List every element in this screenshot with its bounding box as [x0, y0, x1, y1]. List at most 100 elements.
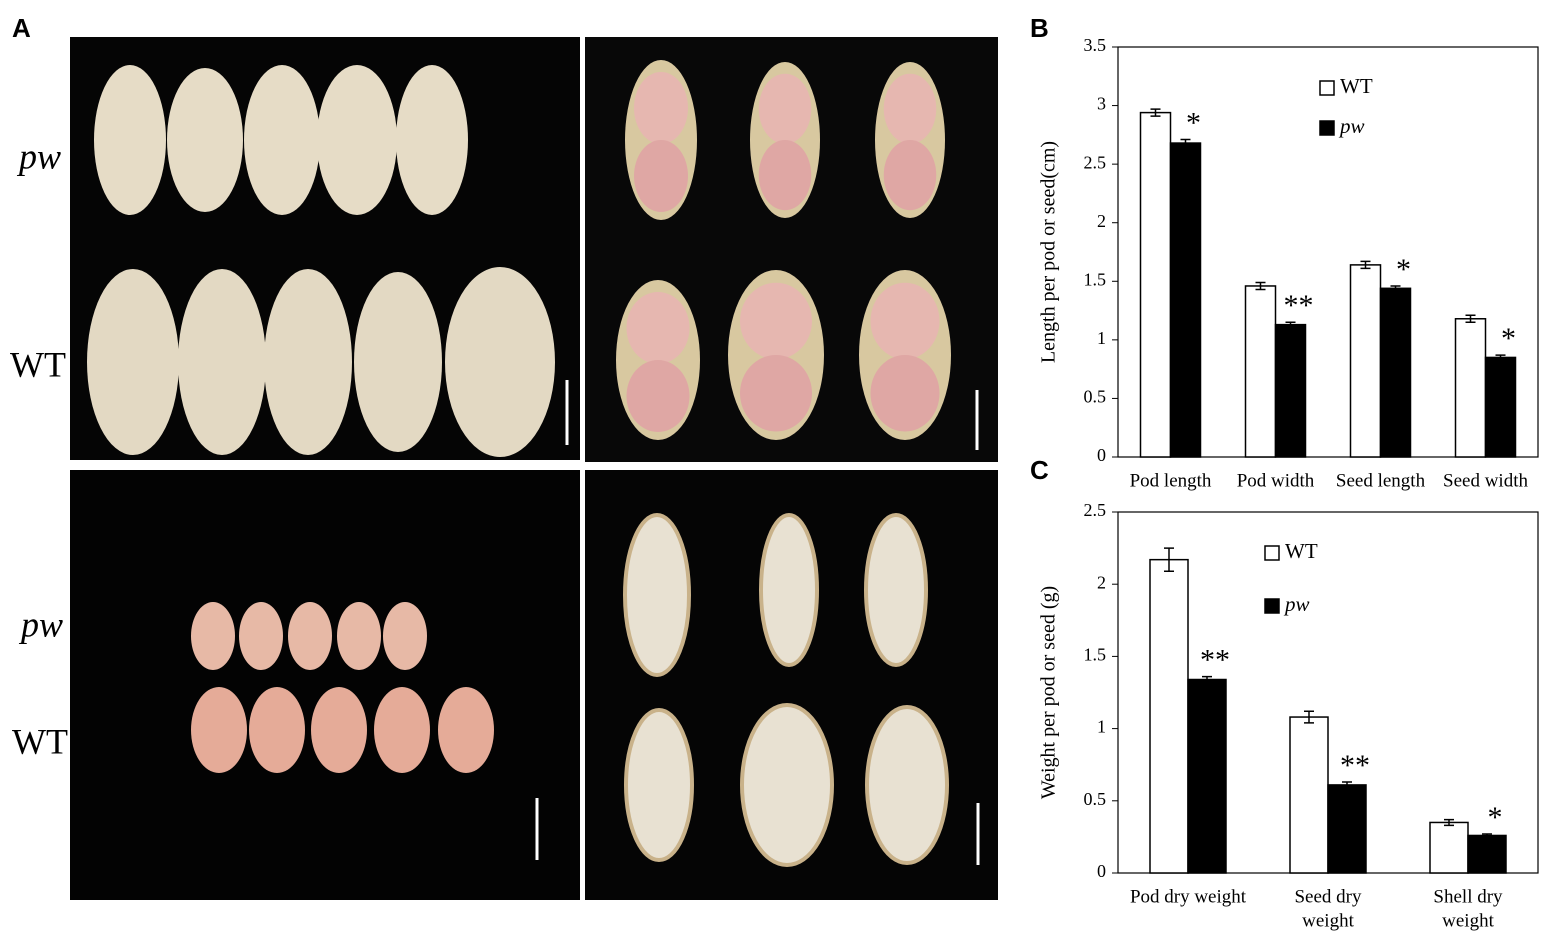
x-tick-label: Pod width	[1237, 470, 1315, 491]
legend-swatch	[1264, 545, 1280, 561]
legend-label: pw	[1338, 114, 1365, 138]
seed	[883, 73, 937, 144]
y-tick-label: 1.5	[1084, 645, 1107, 665]
error-bar	[1482, 833, 1492, 838]
y-tick-label: 0	[1097, 445, 1106, 465]
significance: **	[1284, 289, 1314, 322]
seed	[883, 140, 937, 211]
bar	[1467, 834, 1507, 874]
photo-seeds	[70, 470, 580, 900]
legend-swatch	[1264, 598, 1280, 614]
peanut-pod	[317, 65, 397, 215]
seed	[311, 687, 367, 773]
y-tick-label: 3.5	[1084, 35, 1107, 55]
seed	[740, 355, 812, 432]
peanut-pod	[264, 269, 352, 455]
x-tick-label: weight	[1302, 910, 1354, 931]
y-tick-label: 2	[1097, 211, 1106, 231]
legend-label: WT	[1340, 74, 1373, 98]
seed	[438, 687, 494, 773]
error-bar	[1342, 781, 1352, 789]
error-bar	[1304, 710, 1314, 724]
panel-label: C	[1030, 455, 1049, 485]
error-bar	[1390, 285, 1401, 292]
y-tick-label: 0	[1097, 861, 1106, 881]
plot-frame	[1117, 46, 1539, 458]
y-axis-label: Weight per pod or seed (g)	[1038, 586, 1060, 799]
peanut-pod	[178, 269, 266, 455]
error-bar	[1202, 675, 1212, 684]
legend-label: WT	[1285, 539, 1318, 563]
x-tick-label: Seed dry	[1294, 886, 1362, 907]
bar	[1149, 558, 1189, 874]
shell	[865, 705, 949, 865]
y-tick-label: 2.5	[1084, 500, 1107, 520]
peanut-pod	[94, 65, 166, 215]
seed	[626, 292, 690, 364]
seed	[634, 72, 688, 144]
error-bar	[1444, 818, 1454, 827]
y-tick-label: 1	[1097, 328, 1106, 348]
bar	[1169, 142, 1202, 458]
bar	[1429, 821, 1469, 874]
seed	[191, 602, 235, 670]
y-tick-label: 1.5	[1084, 269, 1107, 289]
seed	[870, 355, 940, 432]
row-label: pw	[16, 136, 61, 176]
error-bar	[1360, 260, 1371, 270]
bar	[1349, 264, 1382, 458]
legend-label: pw	[1283, 592, 1310, 616]
shell	[759, 513, 819, 667]
y-axis-label: Length per pod or seed(cm)	[1038, 141, 1060, 363]
y-tick-label: 0.5	[1084, 387, 1107, 407]
peanut-pod	[244, 65, 320, 215]
significance: **	[1340, 749, 1370, 782]
seed	[740, 282, 812, 360]
x-tick-label: Seed length	[1336, 470, 1426, 491]
panel-label: A	[12, 13, 31, 43]
bar	[1484, 356, 1517, 458]
bar	[1379, 287, 1412, 458]
seed	[288, 602, 332, 670]
shell	[740, 703, 834, 867]
shell	[624, 708, 694, 862]
shell	[623, 513, 691, 677]
error-bar	[1180, 138, 1191, 148]
error-bar	[1285, 321, 1296, 328]
x-tick-label: Pod dry weight	[1130, 886, 1247, 907]
peanut-pod	[445, 267, 555, 457]
seed	[758, 140, 812, 211]
seed	[191, 687, 247, 773]
bar	[1139, 111, 1172, 458]
x-tick-label: Shell dry	[1433, 886, 1503, 907]
seed	[870, 282, 940, 360]
legend-swatch	[1319, 80, 1335, 96]
x-tick-label: Pod length	[1130, 470, 1212, 491]
y-tick-label: 2	[1097, 572, 1106, 592]
significance: **	[1200, 644, 1230, 677]
shell	[864, 513, 928, 667]
seed	[626, 360, 690, 432]
x-tick-label: weight	[1442, 910, 1494, 931]
bar	[1274, 323, 1307, 458]
row-label: WT	[10, 344, 66, 384]
row-label: WT	[12, 721, 68, 761]
peanut-pod	[167, 68, 243, 212]
bar	[1289, 716, 1329, 874]
significance: *	[1501, 322, 1516, 355]
bar	[1327, 784, 1367, 874]
y-tick-label: 0.5	[1084, 789, 1107, 809]
significance: *	[1396, 253, 1411, 286]
seed	[249, 687, 305, 773]
error-bar	[1495, 354, 1506, 361]
seed	[239, 602, 283, 670]
error-bar	[1164, 547, 1174, 572]
seed	[758, 73, 812, 144]
error-bar	[1465, 314, 1476, 324]
y-tick-label: 1	[1097, 717, 1106, 737]
y-tick-label: 3	[1097, 94, 1106, 114]
significance: *	[1186, 106, 1201, 139]
peanut-pod	[354, 272, 442, 452]
significance: *	[1488, 801, 1503, 834]
